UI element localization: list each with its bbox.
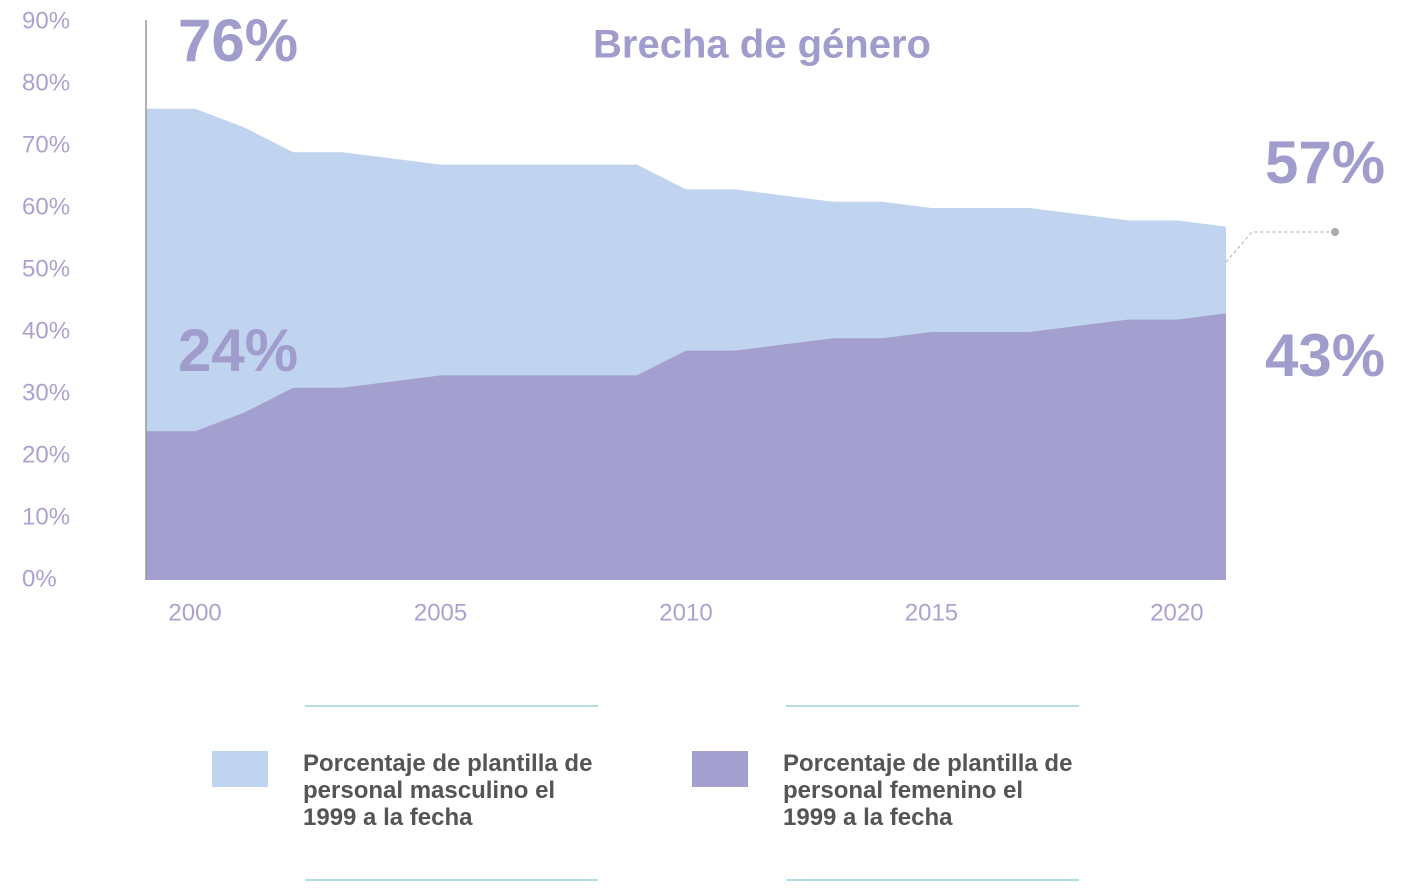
leader-line: [1225, 231, 1335, 263]
y-tick-label: 30%: [22, 379, 70, 406]
y-tick-label: 20%: [22, 441, 70, 468]
x-tick-label: 2005: [414, 599, 467, 626]
y-tick-label: 70%: [22, 131, 70, 158]
x-tick-label: 2000: [168, 599, 221, 626]
annotation: 76%: [178, 7, 298, 74]
annotation: 57%: [1265, 129, 1385, 196]
y-tick-label: 10%: [22, 503, 70, 530]
x-tick-label: 2020: [1150, 599, 1203, 626]
y-tick-label: 50%: [22, 255, 70, 282]
legend-label-box: Porcentaje de plantilla de personal masc…: [303, 750, 593, 831]
annotation: 43%: [1265, 322, 1385, 389]
legend-swatch: [212, 751, 268, 787]
area: [146, 313, 1226, 580]
annotation: 24%: [178, 317, 298, 384]
legend-swatch: [692, 751, 748, 787]
leader-dot: [1331, 228, 1339, 236]
x-tick-label: 2010: [659, 599, 712, 626]
y-tick-label: 40%: [22, 317, 70, 344]
chart-title: Brecha de género: [593, 23, 931, 67]
y-tick-label: 80%: [22, 69, 70, 96]
x-tick-label: 2015: [905, 599, 958, 626]
y-tick-label: 0%: [22, 565, 57, 592]
legend-label: Porcentaje de plantilla de personal feme…: [783, 750, 1073, 831]
plot: [146, 108, 1226, 581]
legend-label-box: Porcentaje de plantilla de personal feme…: [783, 750, 1073, 831]
y-tick-label: 90%: [22, 7, 70, 34]
y-tick-label: 60%: [22, 193, 70, 220]
legend-label: Porcentaje de plantilla de personal masc…: [303, 750, 593, 831]
